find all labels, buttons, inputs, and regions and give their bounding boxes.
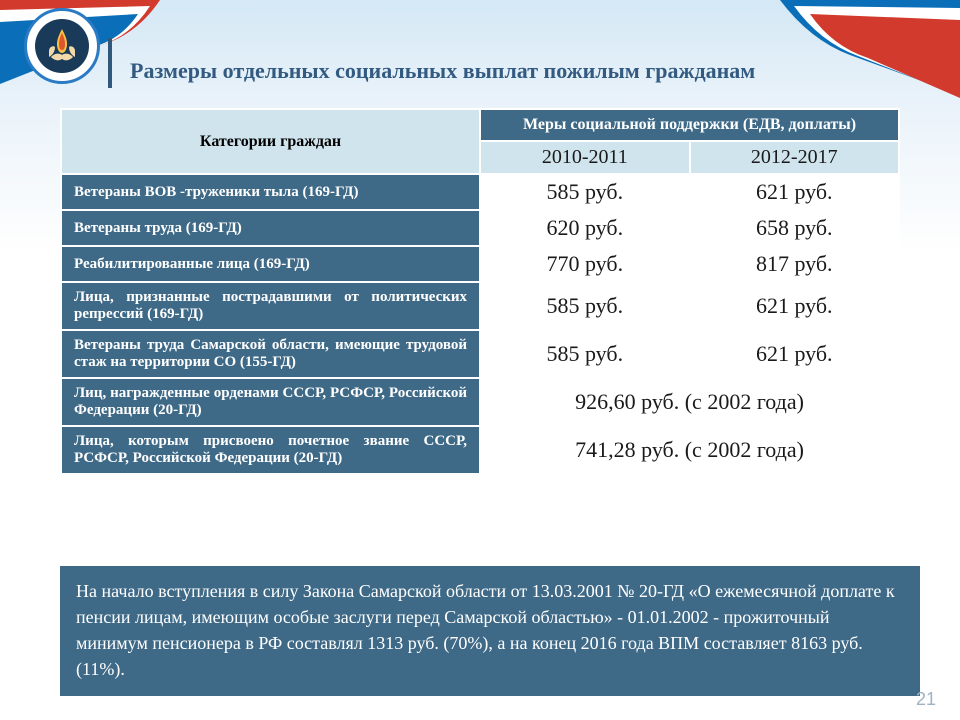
header-measures: Меры социальной поддержки (ЕДВ, доплаты): [480, 109, 899, 141]
title-divider: [108, 38, 112, 88]
row-value-2: 658 руб.: [690, 210, 899, 246]
row-value-1: 770 руб.: [480, 246, 689, 282]
row-value-1: 585 руб.: [480, 282, 689, 330]
row-value-2: 817 руб.: [690, 246, 899, 282]
row-value-1: 585 руб.: [480, 174, 689, 210]
header-period-1: 2010-2011: [480, 141, 689, 174]
row-category: Ветераны ВОВ -труженики тыла (169-ГД): [61, 174, 480, 210]
row-value-merged: 741,28 руб. (с 2002 года): [480, 426, 899, 474]
header-categories: Категории граждан: [61, 109, 480, 174]
row-category: Лица, которым присвоено почетное звание …: [61, 426, 480, 474]
ribbon-top-right: [780, 0, 960, 110]
footnote-block: На начало вступления в силу Закона Самар…: [60, 566, 920, 696]
row-value-2: 621 руб.: [690, 282, 899, 330]
row-value-2: 621 руб.: [690, 174, 899, 210]
row-value-merged: 926,60 руб. (с 2002 года): [480, 378, 899, 426]
row-category: Лиц, награжденные орденами СССР, РСФСР, …: [61, 378, 480, 426]
row-category: Ветераны труда (169-ГД): [61, 210, 480, 246]
logo-badge: [24, 8, 100, 84]
slide-title: Размеры отдельных социальных выплат пожи…: [130, 58, 755, 84]
row-category: Ветераны труда Самарской области, имеющи…: [61, 330, 480, 378]
page-number: 21: [916, 689, 936, 710]
row-value-2: 621 руб.: [690, 330, 899, 378]
payments-table: Категории граждан Меры социальной поддер…: [60, 108, 900, 475]
row-category: Лица, признанные пострадавшими от полити…: [61, 282, 480, 330]
row-value-1: 620 руб.: [480, 210, 689, 246]
header-period-2: 2012-2017: [690, 141, 899, 174]
row-category: Реабилитированные лица (169-ГД): [61, 246, 480, 282]
row-value-1: 585 руб.: [480, 330, 689, 378]
